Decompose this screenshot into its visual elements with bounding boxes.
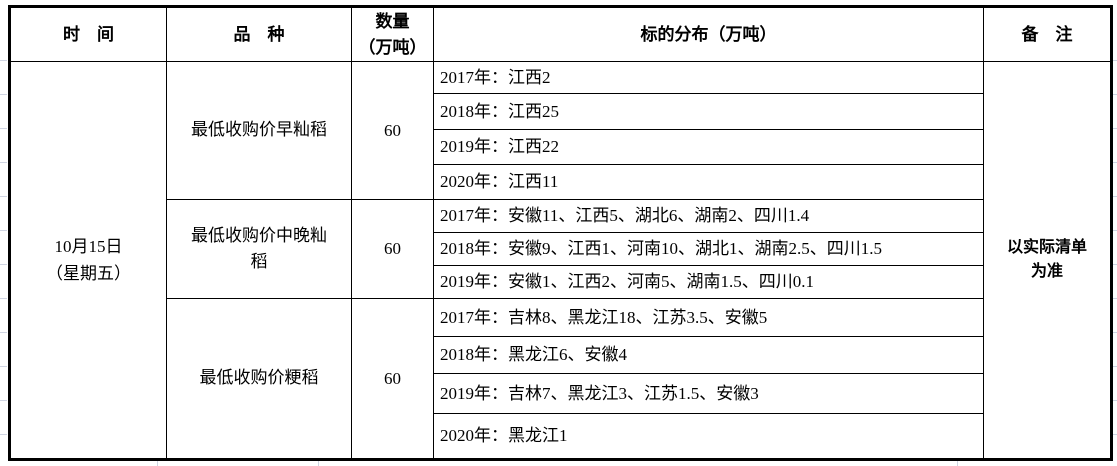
header-quantity-line1: 数量 bbox=[375, 12, 410, 31]
header-quantity: 数量 （万吨） bbox=[351, 6, 434, 62]
distribution-row: 2018年：江西25 bbox=[433, 93, 984, 130]
variety-cell-early-indica: 最低收购价早籼稻 bbox=[166, 61, 352, 200]
spreadsheet-gridline-stubs-left bbox=[0, 60, 7, 440]
table-row: 2020年：江西11 bbox=[10, 164, 1112, 200]
table-row: 2019年：吉林7、黑龙江3、江苏1.5、安徽3 bbox=[10, 373, 1112, 414]
header-variety: 品 种 bbox=[166, 6, 352, 62]
quantity-cell-mid-late-indica: 60 bbox=[351, 199, 434, 299]
table-row: 最低收购价中晚籼稻 60 2017年：安徽11、江西5、湖北6、湖南2、四川1.… bbox=[10, 199, 1112, 299]
spreadsheet-gridline-stub-bottom bbox=[318, 461, 319, 466]
distribution-row: 2019年：安徽1、江西2、河南5、湖南1.5、四川0.1 bbox=[433, 265, 984, 299]
time-weekday: （星期五） bbox=[46, 264, 131, 283]
table-row: 2019年：江西22 bbox=[10, 129, 1112, 165]
header-time: 时 间 bbox=[9, 6, 167, 62]
header-quantity-line2: （万吨） bbox=[358, 37, 427, 57]
table-row: 2018年：黑龙江6、安徽4 bbox=[10, 336, 1112, 374]
distribution-row: 2017年：江西2 bbox=[433, 61, 984, 94]
distribution-row: 2020年：江西11 bbox=[433, 164, 984, 200]
distribution-row: 2020年：黑龙江1 bbox=[433, 413, 984, 460]
table-row: 2018年：安徽9、江西1、河南10、湖北1、湖南2.5、四川1.5 bbox=[10, 232, 1112, 266]
variety-label: 最低收购价粳稻 bbox=[199, 368, 319, 388]
spreadsheet-gridline-stubs-right bbox=[1112, 60, 1117, 458]
table-row: 2020年：黑龙江1 bbox=[10, 413, 1112, 460]
distribution-row: 2018年：安徽9、江西1、河南10、湖北1、湖南2.5、四川1.5 bbox=[433, 232, 984, 266]
distribution-row: 2019年：吉林7、黑龙江3、江苏1.5、安徽3 bbox=[433, 373, 984, 414]
variety-label: 最低收购价中晚籼稻 bbox=[191, 225, 327, 271]
header-row: 时 间 品 种 数量 （万吨） 标的分布（万吨） 备 注 bbox=[9, 6, 1112, 62]
distribution-row: 2017年：安徽11、江西5、湖北6、湖南2、四川1.4 bbox=[433, 199, 984, 233]
quantity-cell-japonica: 60 bbox=[351, 298, 434, 460]
variety-label: 最低收购价早籼稻 bbox=[191, 120, 327, 140]
header-remark: 备 注 bbox=[983, 6, 1112, 62]
table-row: 2018年：江西25 bbox=[10, 93, 1112, 130]
quantity-cell-early-indica: 60 bbox=[351, 61, 434, 200]
spreadsheet-gridline-stub-bottom bbox=[957, 461, 958, 466]
spreadsheet-gridline-stub-bottom bbox=[157, 461, 158, 466]
distribution-row: 2019年：江西22 bbox=[433, 129, 984, 165]
grain-auction-table: 时 间 品 种 数量 （万吨） 标的分布（万吨） 备 注 10月15日 （星期五… bbox=[8, 5, 1113, 461]
table-row: 最低收购价粳稻 60 2017年：吉林8、黑龙江18、江苏3.5、安徽5 bbox=[10, 298, 1112, 460]
remark-line1: 以实际清单 bbox=[1006, 239, 1087, 256]
header-distribution: 标的分布（万吨） bbox=[433, 6, 984, 62]
variety-cell-mid-late-indica: 最低收购价中晚籼稻 bbox=[166, 199, 352, 299]
variety-cell-japonica: 最低收购价粳稻 bbox=[166, 298, 352, 460]
distribution-row: 2018年：黑龙江6、安徽4 bbox=[433, 336, 984, 374]
table-row: 10月15日 （星期五） 最低收购价早籼稻 60 2017年：江西2 以实际清单… bbox=[9, 61, 1112, 460]
distribution-row: 2017年：吉林8、黑龙江18、江苏3.5、安徽5 bbox=[433, 298, 984, 337]
time-date: 10月15日 bbox=[54, 236, 123, 256]
table-row: 2019年：安徽1、江西2、河南5、湖南1.5、四川0.1 bbox=[10, 265, 1112, 299]
remark-cell: 以实际清单 为准 bbox=[983, 61, 1112, 460]
time-cell: 10月15日 （星期五） bbox=[9, 61, 167, 460]
remark-line2: 为准 bbox=[1030, 263, 1063, 280]
